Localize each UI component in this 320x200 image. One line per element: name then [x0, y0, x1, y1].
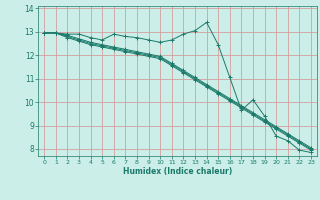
X-axis label: Humidex (Indice chaleur): Humidex (Indice chaleur)	[123, 167, 232, 176]
